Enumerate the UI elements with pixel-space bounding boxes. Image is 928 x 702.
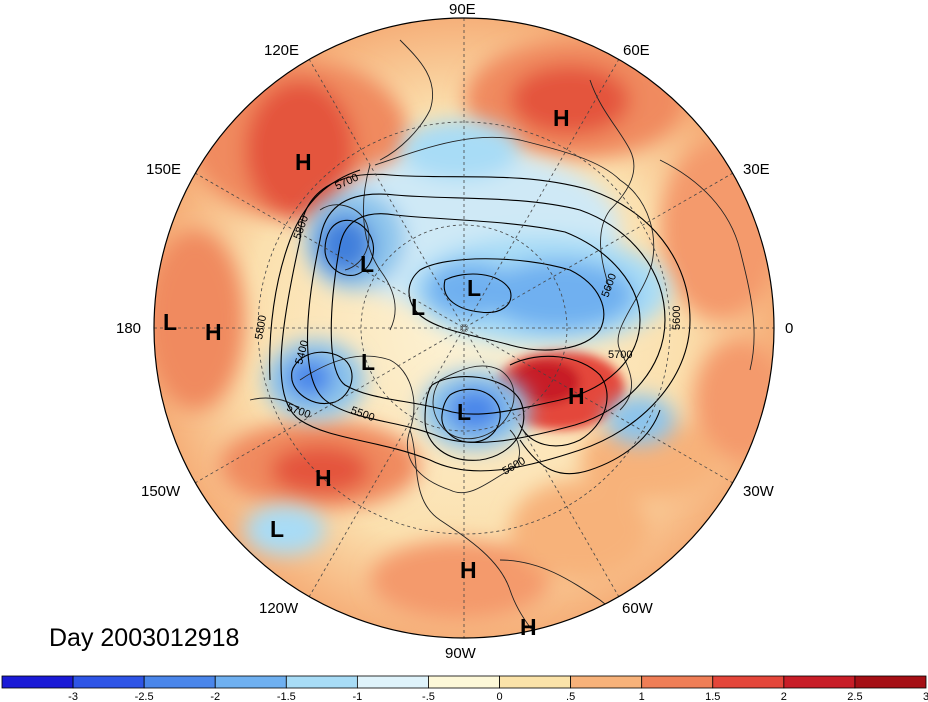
colorbar-tick-label: .5: [566, 691, 575, 702]
lon-label-30e: 30E: [743, 161, 770, 178]
date-label: Day 2003012918: [49, 624, 239, 652]
lon-label-90w: 90W: [445, 645, 477, 662]
colorbar-swatch: [356, 675, 429, 689]
colorbar-swatch: [72, 675, 145, 689]
colorbar-swatch: [1, 675, 74, 689]
low-pressure-label: L: [360, 251, 374, 277]
colorbar-swatch: [783, 675, 856, 689]
lon-label-60e: 60E: [623, 42, 650, 59]
colorbar-tick-label: 1: [639, 691, 645, 702]
lon-label-30w: 30W: [743, 483, 775, 500]
low-pressure-label: L: [411, 294, 425, 320]
map-boundary: [153, 17, 775, 639]
colorbar-tick-label: -1: [352, 691, 362, 702]
colorbar-swatch: [570, 675, 643, 689]
colorbar-tick-label: 2: [781, 691, 787, 702]
colorbar-tick-label: -.5: [422, 691, 435, 702]
high-pressure-label: H: [460, 557, 477, 583]
colorbar: -3 -2.5 -2 -1.5 -1 -.5 0 .5 1 1.5 2 2.5 3: [1, 675, 928, 702]
colorbar-tick-label: 0: [496, 691, 502, 702]
colorbar-swatch: [499, 675, 572, 689]
graticule: [154, 18, 774, 638]
colorbar-swatch: [712, 675, 785, 689]
longitude-labels: 90E 120E 60E 150E 30E 180 0 150W 30W 120…: [116, 1, 793, 662]
colorbar-tick-label: 1.5: [705, 691, 720, 702]
lon-label-120w: 120W: [259, 600, 299, 617]
colorbar-swatch: [214, 675, 287, 689]
high-pressure-label: H: [568, 383, 585, 409]
contour-label: 5700: [608, 349, 632, 361]
high-pressure-label: H: [315, 465, 332, 491]
low-pressure-label: L: [163, 309, 177, 335]
lon-label-90e: 90E: [449, 1, 476, 18]
high-pressure-label: H: [205, 319, 222, 345]
lon-label-150w: 150W: [141, 483, 181, 500]
colorbar-swatch: [428, 675, 500, 689]
low-pressure-label: L: [467, 275, 481, 301]
lon-label-0: 0: [785, 320, 793, 337]
anomaly-field: [154, 18, 774, 638]
contour-label: 5600: [671, 306, 683, 330]
colorbar-tick-label: 2.5: [847, 691, 862, 702]
colorbar-tick-label: -2.5: [135, 691, 154, 702]
colorbar-tick-label: -1.5: [277, 691, 296, 702]
lon-label-150e: 150E: [146, 161, 181, 178]
colorbar-swatch: [854, 675, 927, 689]
colorbar-swatch: [285, 675, 358, 689]
lon-label-120e: 120E: [264, 42, 299, 59]
high-pressure-label: H: [553, 105, 570, 131]
high-pressure-label: H: [295, 149, 312, 175]
coastlines: [249, 39, 755, 638]
high-pressure-label: H: [520, 614, 537, 640]
height-contours: [269, 169, 691, 475]
low-pressure-label: L: [270, 516, 284, 542]
lon-label-60w: 60W: [622, 600, 654, 617]
colorbar-swatch: [143, 675, 216, 689]
low-pressure-label: L: [361, 349, 375, 375]
colorbar-tick-label: -2: [210, 691, 220, 702]
low-pressure-label: L: [457, 399, 471, 425]
pressure-centers: H H L L L L H L L H H L H H: [163, 105, 585, 640]
contour-label: 5800: [253, 314, 269, 340]
colorbar-tick-label: 3: [923, 691, 928, 702]
lon-label-180: 180: [116, 320, 141, 337]
colorbar-swatch: [641, 675, 714, 689]
colorbar-tick-label: -3: [68, 691, 78, 702]
